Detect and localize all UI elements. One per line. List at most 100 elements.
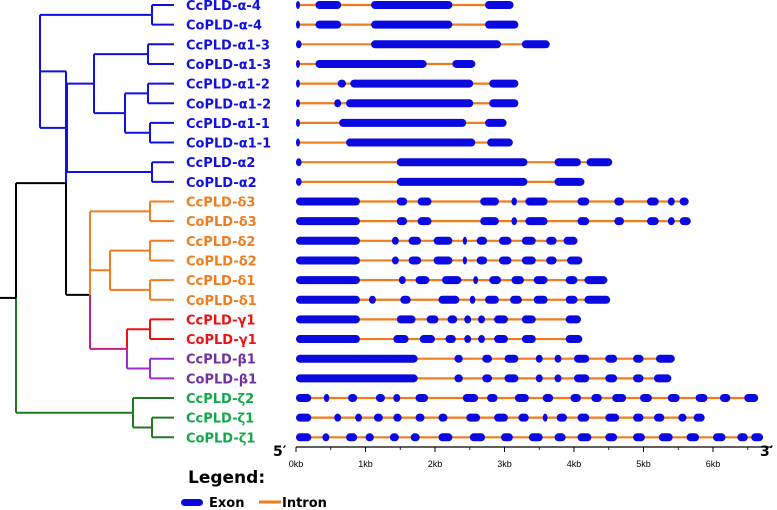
axis-tick-label: 4kb — [567, 459, 582, 469]
exon-block — [525, 217, 548, 226]
exon-block — [296, 256, 360, 265]
exon-block — [485, 20, 519, 29]
exon-block — [296, 158, 302, 167]
exon-block — [510, 295, 522, 304]
exon-block — [393, 394, 401, 402]
gene-structure-row — [296, 256, 583, 265]
exon-block — [365, 433, 374, 442]
exon-block — [296, 217, 360, 226]
exon-block — [482, 354, 492, 363]
exon-block — [577, 433, 592, 442]
gene-structure-row — [296, 276, 608, 285]
exon-block — [396, 217, 408, 226]
exon-block — [400, 295, 411, 304]
gene-labels: CcPLD-α-4 CoPLD-α-4 CcPLD-α1-3 CoPLD-α1-3 Cc… — [186, 0, 271, 446]
exon-block — [408, 256, 422, 265]
exon-block — [605, 413, 620, 422]
exon-block — [504, 374, 519, 383]
gene-structure-row — [296, 217, 691, 226]
gene-structure-row — [296, 354, 675, 363]
gene-label: CcPLD-α1-1 — [186, 117, 270, 132]
legend-exon-label: Exon — [209, 496, 244, 510]
exon-block — [679, 197, 689, 206]
exon-block — [438, 295, 460, 304]
gene-label: CoPLD-β1 — [186, 372, 257, 387]
exon-block — [565, 295, 578, 304]
exon-block — [633, 433, 645, 442]
axis-tick-label: 5kb — [636, 459, 651, 469]
exon-block — [315, 1, 342, 9]
gene-structure-row — [296, 1, 514, 9]
exon-block — [533, 295, 548, 304]
exon-block — [719, 394, 731, 402]
exon-block — [646, 217, 659, 226]
gene-structure-row — [296, 374, 672, 383]
exon-block — [441, 276, 462, 285]
exon-block — [296, 197, 360, 206]
exon-block — [315, 59, 427, 68]
exon-block — [653, 413, 665, 422]
exon-block — [574, 374, 590, 383]
gene-label: CcPLD-α2 — [186, 156, 255, 171]
gene-structure-row — [296, 236, 578, 245]
exon-block — [337, 79, 347, 88]
exon-block — [605, 374, 618, 383]
exon-block — [415, 413, 425, 422]
exon-block — [489, 79, 519, 88]
exon-block — [438, 413, 448, 422]
gene-label: CcPLD-δ2 — [186, 235, 255, 250]
exon-block — [296, 20, 300, 29]
exon-block — [577, 413, 590, 422]
exon-block — [570, 394, 581, 402]
exon-block — [633, 354, 644, 363]
exon-block — [480, 217, 499, 226]
exon-block — [542, 394, 554, 402]
gene-label: CoPLD-γ1 — [186, 333, 257, 348]
axis-tick-label: 6kb — [706, 459, 721, 469]
exon-block — [686, 433, 700, 442]
exon-block — [494, 335, 508, 344]
gene-label: CcPLD-δ3 — [186, 196, 255, 211]
exon-block — [567, 256, 583, 265]
exon-block — [462, 256, 467, 265]
gene-structures — [296, 1, 764, 442]
exon-block — [577, 217, 590, 226]
exon-block — [614, 197, 625, 206]
exon-block — [554, 177, 585, 186]
exon-block — [396, 315, 416, 324]
exon-block — [445, 335, 456, 344]
exon-block — [473, 276, 479, 285]
exon-block — [487, 138, 513, 147]
exon-block — [565, 315, 581, 324]
exon-block — [521, 315, 536, 324]
exon-block — [695, 394, 708, 402]
exon-block — [469, 433, 486, 442]
axis-end-label: 3′ — [760, 444, 774, 460]
exon-block — [371, 1, 453, 9]
exon-block — [466, 413, 481, 422]
exon-block — [296, 79, 300, 88]
gene-structure-row — [296, 394, 759, 402]
exon-block — [744, 394, 759, 402]
gene-label: CcPLD-α1-3 — [186, 38, 270, 53]
exon-block — [452, 59, 476, 68]
exon-block — [485, 118, 507, 127]
exon-block — [521, 335, 536, 344]
exon-block — [296, 236, 360, 245]
exon-block — [640, 394, 652, 402]
exon-block — [396, 177, 528, 186]
exon-block — [528, 433, 543, 442]
exon-block — [498, 256, 512, 265]
exon-block — [693, 413, 705, 422]
exon-block — [678, 413, 687, 422]
exon-block — [565, 276, 578, 285]
axis-tick-label: 3kb — [497, 459, 512, 469]
axis-tick-label: 1kb — [358, 459, 373, 469]
exon-block — [396, 197, 408, 206]
exon-block — [454, 354, 463, 363]
exon-block — [296, 374, 418, 383]
exon-block — [535, 354, 543, 363]
exon-block — [614, 217, 625, 226]
gene-label: CoPLD-α-4 — [186, 19, 262, 34]
exon-block — [323, 394, 330, 402]
